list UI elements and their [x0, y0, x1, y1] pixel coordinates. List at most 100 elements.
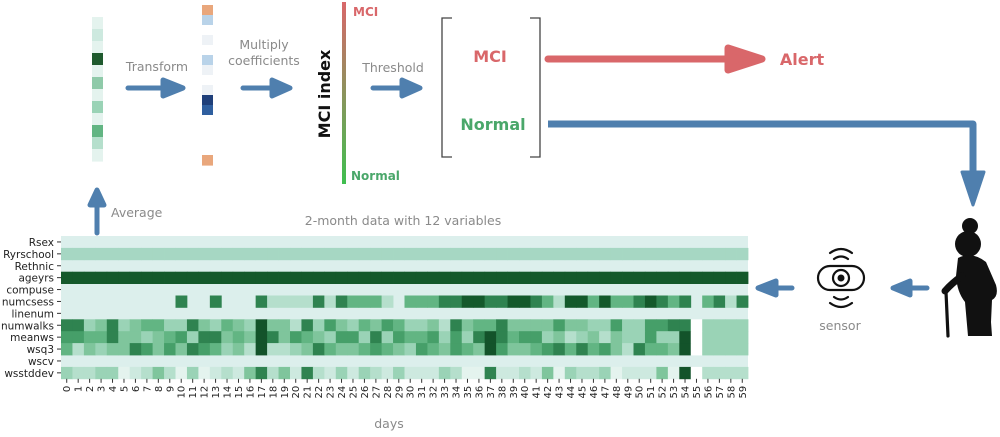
heatmap-cell: [301, 247, 314, 261]
heatmap-cell: [95, 319, 108, 332]
heatmap-cell: [209, 271, 222, 284]
heatmap-cell: [438, 271, 451, 284]
heatmap-cell: [175, 319, 188, 332]
heatmap-cell: [393, 343, 405, 356]
heatmap-cell: [622, 331, 634, 344]
heatmap-cell: [679, 271, 692, 284]
heatmap-cell: [175, 331, 188, 344]
heatmap-cell: [244, 271, 257, 284]
heatmap-cell: [301, 295, 314, 308]
heatmap-cell: [278, 366, 291, 380]
heatmap-cell: [221, 343, 234, 356]
heatmap-day-label: 39: [509, 386, 520, 399]
heatmap-cell: [186, 366, 199, 380]
heatmap-cell: [496, 331, 508, 344]
heatmap-cell: [324, 366, 337, 380]
heatmap-cell: [335, 343, 348, 356]
heatmap-day-label: 51: [646, 386, 657, 399]
heatmap-cell: [393, 247, 405, 261]
heatmap-cell: [381, 366, 394, 380]
heatmap-cell: [61, 331, 73, 344]
heatmap-cell: [736, 366, 749, 380]
heatmap-cell: [656, 247, 669, 261]
heatmap-variable-label: numwalks: [1, 320, 54, 332]
heatmap-cell: [622, 366, 634, 380]
heatmap-cell: [736, 319, 749, 332]
heatmap-cell: [667, 319, 680, 332]
normal-feedback-arrow: [548, 120, 977, 175]
heatmap-cell: [358, 319, 371, 332]
heatmap-cell: [404, 366, 417, 380]
heatmap-cell: [301, 331, 314, 344]
heatmap-cell: [118, 247, 131, 261]
heatmap-cell: [301, 271, 314, 284]
heatmap-cell: [255, 295, 268, 308]
heatmap-variable-label: ageyrs: [18, 273, 54, 285]
heatmap-cell: [415, 295, 428, 308]
threshold-label: Threshold: [361, 60, 424, 75]
heatmap-cell: [232, 271, 245, 284]
heatmap-cell: [519, 331, 531, 344]
heatmap-cell: [553, 331, 566, 344]
heatmap-cell: [496, 343, 508, 356]
result-bracket-left: [441, 17, 452, 158]
vector-cell: [92, 77, 103, 90]
heatmap-cell: [358, 331, 371, 344]
heatmap-cell: [324, 319, 337, 332]
heatmap-cell: [690, 247, 703, 261]
heatmap-cell: [633, 331, 646, 344]
heatmap-day-label: 5: [119, 386, 130, 392]
heatmap-cell: [278, 295, 291, 308]
result-bracket-right: [530, 17, 541, 158]
heatmap-cell: [667, 247, 680, 261]
heatmap-cell: [312, 271, 325, 284]
heatmap-cell: [644, 366, 657, 380]
multiply-arrow: [240, 77, 293, 99]
heatmap-cell: [553, 271, 566, 284]
heatmap-cell: [656, 271, 669, 284]
heatmap-cell: [358, 247, 371, 261]
heatmap-cell: [290, 343, 302, 356]
heatmap-cell: [255, 366, 268, 380]
heatmap-cell: [393, 319, 405, 332]
heatmap-cell: [335, 366, 348, 380]
heatmap-xlabel: days: [374, 416, 404, 431]
heatmap-day-label: 25: [348, 386, 359, 399]
heatmap-cell: [507, 271, 520, 284]
heatmap-cell: [335, 319, 348, 332]
heatmap-cell: [450, 331, 463, 344]
heatmap-cell: [61, 343, 73, 356]
heatmap-title: 2-month data with 12 variables: [305, 213, 501, 228]
heatmap-cell: [519, 295, 531, 308]
heatmap-cell: [530, 271, 543, 284]
heatmap-cell: [496, 366, 508, 380]
heatmap-cell: [450, 319, 463, 332]
heatmap-cell: [725, 343, 737, 356]
vector-cell: [202, 15, 213, 26]
heatmap-cell: [312, 319, 325, 332]
heatmap-cell: [713, 271, 726, 284]
heatmap-cell: [278, 319, 291, 332]
heatmap-cell: [129, 271, 142, 284]
heatmap-cell: [175, 271, 188, 284]
heatmap-cell: [644, 271, 657, 284]
heatmap-day-label: 32: [429, 386, 440, 399]
heatmap-cell: [393, 331, 405, 344]
heatmap-cell: [232, 319, 245, 332]
vector-cell: [92, 41, 103, 54]
heatmap-cell: [370, 366, 382, 380]
heatmap-cell: [633, 343, 646, 356]
heatmap-cell: [438, 343, 451, 356]
heatmap-cell: [736, 271, 749, 284]
heatmap-day-label: 6: [131, 386, 142, 392]
heatmap-cell: [72, 247, 85, 261]
heatmap-cell: [427, 271, 440, 284]
heatmap-day-label: 29: [394, 386, 405, 399]
heatmap-cell: [667, 295, 680, 308]
heatmap-cell: [576, 295, 589, 308]
heatmap-cell: [152, 247, 165, 261]
vector-cell: [92, 29, 103, 42]
heatmap-cell: [530, 343, 543, 356]
heatmap-cell: [736, 331, 749, 344]
heatmap-cell: [496, 319, 508, 332]
